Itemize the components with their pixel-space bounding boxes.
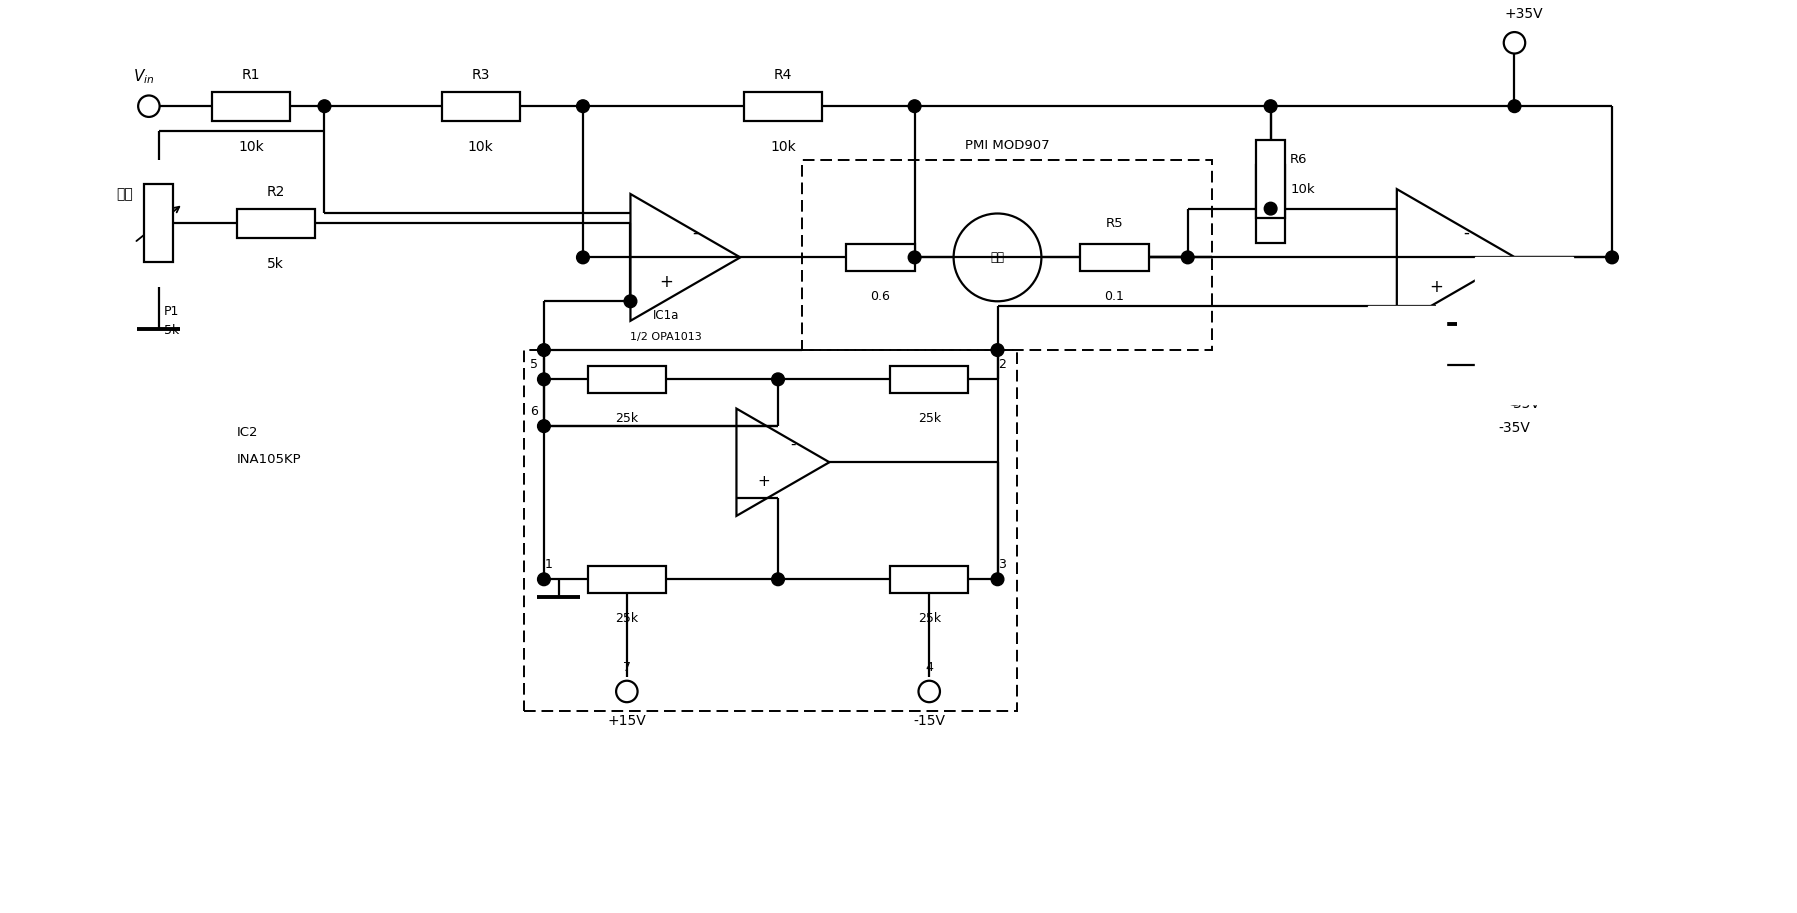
- Text: +35V: +35V: [1504, 6, 1544, 20]
- Text: PMI MOD907: PMI MOD907: [965, 139, 1049, 152]
- Circle shape: [624, 295, 636, 308]
- Text: +: +: [1430, 278, 1443, 296]
- Circle shape: [992, 573, 1005, 585]
- Circle shape: [1265, 203, 1278, 215]
- Text: R2: R2: [266, 185, 286, 199]
- Circle shape: [537, 573, 550, 585]
- Text: -: -: [1463, 224, 1468, 242]
- Bar: [744, 91, 821, 121]
- Circle shape: [1508, 100, 1520, 112]
- Bar: [212, 91, 291, 121]
- Circle shape: [537, 343, 550, 356]
- Bar: [1368, 306, 1445, 384]
- Bar: [442, 91, 519, 121]
- Bar: [1080, 244, 1148, 271]
- Text: 校准: 校准: [117, 187, 133, 201]
- Text: 5: 5: [530, 358, 537, 372]
- Text: R5: R5: [1105, 216, 1123, 230]
- Text: 6: 6: [530, 405, 537, 418]
- Text: 1/2 OPA2541: 1/2 OPA2541: [1479, 329, 1551, 339]
- Circle shape: [318, 100, 331, 112]
- Circle shape: [771, 573, 783, 585]
- Text: -: -: [791, 437, 796, 452]
- Text: IC1a: IC1a: [652, 310, 679, 322]
- Text: 10k: 10k: [1290, 183, 1315, 195]
- Bar: [890, 566, 969, 593]
- Text: 5k: 5k: [164, 324, 178, 337]
- Text: 2: 2: [999, 358, 1006, 372]
- Text: -: -: [692, 224, 697, 242]
- Bar: [144, 184, 173, 262]
- Text: R1: R1: [243, 68, 261, 82]
- Text: 25k: 25k: [918, 612, 942, 624]
- Text: -15V: -15V: [913, 714, 945, 728]
- Circle shape: [537, 373, 550, 385]
- Text: 10k: 10k: [239, 141, 264, 154]
- Bar: [803, 160, 1213, 350]
- Text: 10k: 10k: [467, 141, 494, 154]
- Bar: [1256, 164, 1285, 243]
- Text: -35V: -35V: [1513, 392, 1545, 406]
- Circle shape: [771, 373, 783, 385]
- Text: IC1b: IC1b: [1500, 305, 1527, 318]
- Text: INA105KP: INA105KP: [237, 453, 302, 466]
- Text: 3: 3: [999, 558, 1006, 572]
- Text: -35V: -35V: [1508, 397, 1540, 411]
- Text: P1: P1: [164, 305, 180, 318]
- Text: IC2: IC2: [237, 426, 259, 439]
- Circle shape: [907, 100, 920, 112]
- Text: 7: 7: [624, 661, 631, 674]
- Bar: [237, 208, 314, 238]
- Circle shape: [1181, 251, 1193, 264]
- Bar: [846, 244, 915, 271]
- Circle shape: [1265, 100, 1278, 112]
- Bar: [525, 350, 1017, 711]
- Text: 0.1: 0.1: [1105, 290, 1125, 303]
- Text: 5k: 5k: [268, 257, 284, 271]
- Text: 10k: 10k: [771, 141, 796, 154]
- Text: -35V: -35V: [1499, 421, 1531, 436]
- Text: R3: R3: [471, 68, 491, 82]
- Text: 电机: 电机: [990, 251, 1005, 264]
- Text: 0.6: 0.6: [870, 290, 890, 303]
- Text: 25k: 25k: [615, 412, 638, 425]
- Bar: [1256, 141, 1285, 218]
- Circle shape: [577, 251, 589, 264]
- Text: +: +: [757, 474, 769, 489]
- Text: 1/2 OPA1013: 1/2 OPA1013: [631, 332, 703, 342]
- Text: +15V: +15V: [607, 714, 647, 728]
- Bar: [1475, 257, 1572, 404]
- Circle shape: [537, 420, 550, 433]
- Text: 1: 1: [544, 558, 553, 572]
- Text: 4: 4: [925, 661, 933, 674]
- Bar: [588, 366, 667, 393]
- Text: 25k: 25k: [918, 412, 942, 425]
- Circle shape: [992, 343, 1005, 356]
- Text: $V_{in}$: $V_{in}$: [133, 68, 155, 87]
- Circle shape: [907, 251, 920, 264]
- Bar: [588, 566, 667, 593]
- Text: R4: R4: [775, 68, 792, 82]
- Bar: [890, 366, 969, 393]
- Circle shape: [1607, 251, 1619, 264]
- Text: R6: R6: [1290, 153, 1308, 166]
- Text: 25k: 25k: [615, 612, 638, 624]
- Circle shape: [577, 100, 589, 112]
- Text: +: +: [659, 273, 672, 290]
